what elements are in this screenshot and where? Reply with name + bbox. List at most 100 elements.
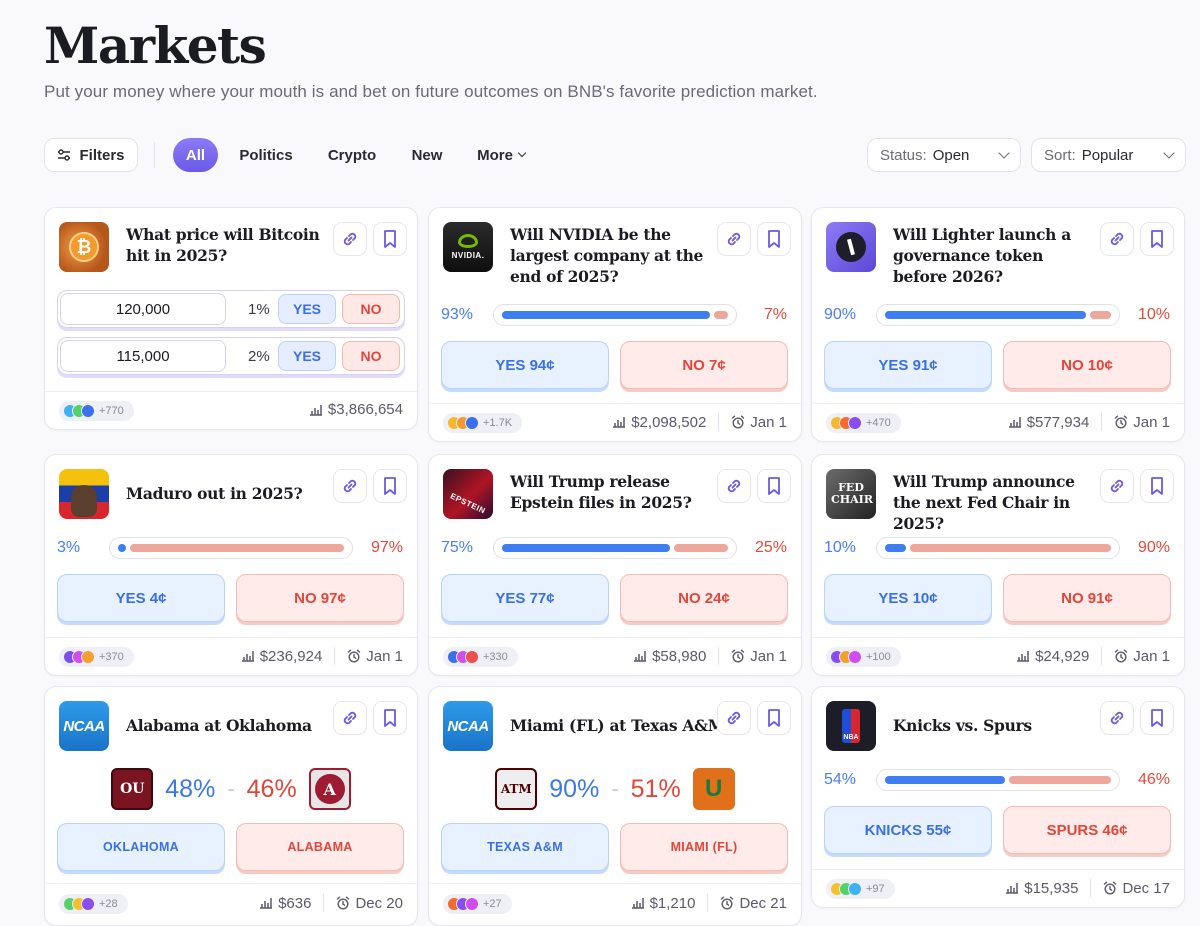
copy-link-button[interactable]: [717, 222, 751, 256]
end-date-value: Jan 1: [366, 647, 403, 665]
lighter-icon: [826, 222, 876, 272]
footer-divider: [707, 894, 709, 912]
volume-value: $58,980: [652, 647, 707, 665]
trader-count: +28: [99, 898, 118, 910]
bar-chart-icon: [1008, 417, 1021, 428]
market-card-knicks-spurs[interactable]: NBA Knicks vs. Spurs 54% 46% KNICKS 55¢ …: [811, 686, 1185, 908]
volume-value: $577,934: [1026, 413, 1090, 431]
texas-am-button[interactable]: TEXAS A&M: [441, 823, 609, 871]
no-button[interactable]: NO 91¢: [1003, 574, 1171, 622]
bookmark-icon: [384, 477, 396, 495]
tab-new[interactable]: New: [411, 146, 443, 164]
bookmark-button[interactable]: [1140, 469, 1174, 503]
volume: $577,934: [1008, 413, 1090, 431]
sort-select[interactable]: Sort: Popular: [1031, 138, 1186, 172]
bookmark-button[interactable]: [757, 701, 791, 735]
copy-link-button[interactable]: [333, 222, 367, 256]
alarm-clock-icon: [732, 415, 745, 429]
spurs-button[interactable]: SPURS 46¢: [1003, 806, 1171, 854]
market-card-maduro[interactable]: Maduro out in 2025? 3% 97% YES 4¢ NO 97¢…: [44, 454, 418, 676]
market-card-nvidia[interactable]: NVIDIA. Will NVIDIA be the largest compa…: [428, 207, 802, 442]
no-pct: 90%: [1137, 539, 1170, 556]
yes-button[interactable]: YES 77¢: [441, 574, 609, 622]
knicks-button[interactable]: KNICKS 55¢: [824, 806, 992, 854]
footer-divider: [334, 647, 336, 665]
yes-button[interactable]: YES 94¢: [441, 341, 609, 389]
link-icon: [343, 232, 357, 246]
no-button[interactable]: NO: [342, 341, 400, 371]
trader-avatars: +470: [826, 413, 901, 433]
no-button[interactable]: NO 10¢: [1003, 341, 1171, 389]
copy-link-button[interactable]: [717, 701, 751, 735]
trader-count: +370: [99, 651, 124, 663]
bookmark-button[interactable]: [373, 701, 407, 735]
bookmark-button[interactable]: [373, 222, 407, 256]
bookmark-button[interactable]: [757, 469, 791, 503]
copy-link-button[interactable]: [1100, 222, 1134, 256]
market-card-epstein[interactable]: EPSTEIN Will Trump release Epstein files…: [428, 454, 802, 676]
copy-link-button[interactable]: [1100, 469, 1134, 503]
status-select[interactable]: Status: Open: [867, 138, 1021, 172]
market-card-lighter[interactable]: Will Lighter launch a governance token b…: [811, 207, 1185, 442]
avatar: [81, 404, 95, 418]
trader-avatars: +1.7K: [443, 413, 523, 433]
tab-all[interactable]: All: [173, 138, 218, 172]
oklahoma-button[interactable]: OKLAHOMA: [57, 823, 225, 871]
bookmark-button[interactable]: [373, 469, 407, 503]
market-card-alabama-oklahoma[interactable]: NCAA Alabama at Oklahoma OU 48% - 46% A …: [44, 686, 418, 926]
tab-politics[interactable]: Politics: [239, 146, 293, 164]
market-card-fed-chair[interactable]: FED CHAIR Will Trump announce the next F…: [811, 454, 1185, 676]
bookmark-icon: [768, 230, 780, 248]
copy-link-button[interactable]: [333, 469, 367, 503]
market-title: Will Trump release Epstein files in 2025…: [510, 472, 692, 512]
nvidia-icon: NVIDIA.: [443, 222, 493, 272]
copy-link-button[interactable]: [1100, 701, 1134, 735]
tab-more[interactable]: More: [468, 138, 534, 172]
copy-link-button[interactable]: [333, 701, 367, 735]
end-date-value: Dec 21: [739, 894, 787, 912]
alabama-button[interactable]: ALABAMA: [236, 823, 404, 871]
nba-icon-text: NBA: [842, 709, 860, 743]
no-pct: 46%: [1137, 771, 1170, 788]
yes-button[interactable]: YES 91¢: [824, 341, 992, 389]
epstein-icon: EPSTEIN: [443, 469, 493, 519]
alarm-clock-icon: [348, 649, 361, 663]
oklahoma-logo-icon: OU: [111, 768, 154, 810]
market-card-miami-texas-am[interactable]: NCAA Miami (FL) at Texas A&M ATM 90% - 5…: [428, 686, 802, 926]
filters-button[interactable]: Filters: [44, 138, 138, 172]
no-fill: [674, 544, 728, 552]
no-button[interactable]: NO: [342, 294, 400, 324]
volume: $24,929: [1016, 648, 1089, 665]
bookmark-button[interactable]: [757, 222, 791, 256]
odds-track: [876, 769, 1120, 791]
alabama-logo-text: A: [314, 774, 345, 804]
market-card-bitcoin[interactable]: ₿ What price will Bitcoin hit in 2025? 1…: [44, 207, 418, 430]
toolbar-divider: [154, 142, 155, 168]
yes-button[interactable]: YES: [278, 341, 336, 371]
market-title: What price will Bitcoin hit in 2025?: [126, 225, 320, 265]
end-date-value: Dec 20: [355, 894, 403, 912]
no-pct: 46%: [246, 774, 297, 803]
bookmark-icon: [768, 477, 780, 495]
tab-crypto[interactable]: Crypto: [327, 146, 377, 164]
end-date: Jan 1: [731, 648, 787, 665]
miami-button[interactable]: MIAMI (FL): [620, 823, 788, 871]
no-button[interactable]: NO 97¢: [236, 574, 404, 622]
yes-button[interactable]: YES 10¢: [824, 574, 992, 622]
bookmark-button[interactable]: [1140, 701, 1174, 735]
bitcoin-icon: ₿: [59, 222, 109, 272]
no-button[interactable]: NO 24¢: [620, 574, 788, 622]
avatar: [848, 882, 862, 896]
yes-button[interactable]: YES: [278, 294, 336, 324]
yes-button[interactable]: YES 4¢: [57, 574, 225, 622]
volume-value: $3,866,654: [327, 401, 403, 418]
no-button[interactable]: NO 7¢: [620, 341, 788, 389]
yes-fill: [118, 544, 126, 552]
bookmark-button[interactable]: [1140, 222, 1174, 256]
yes-fill: [885, 311, 1086, 319]
yes-pct: 90%: [824, 306, 857, 323]
odds-track: [876, 304, 1120, 326]
volume: $2,098,502: [612, 414, 706, 431]
copy-link-button[interactable]: [717, 469, 751, 503]
odds-bar: 93% 7%: [441, 304, 787, 328]
